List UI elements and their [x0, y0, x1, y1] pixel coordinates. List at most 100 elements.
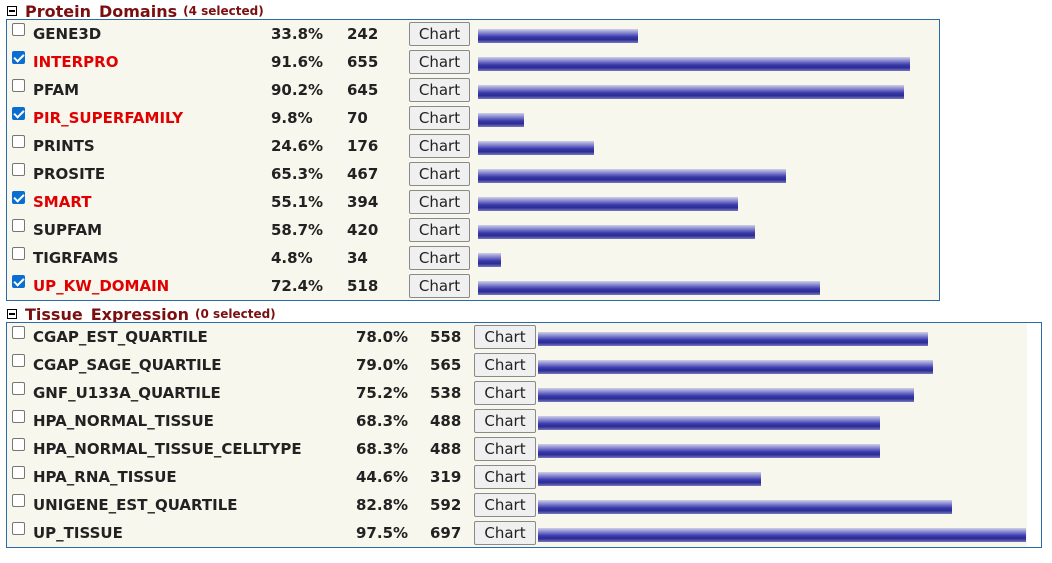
row-checkbox[interactable]	[12, 51, 25, 64]
row-checkbox[interactable]	[12, 382, 25, 395]
row-checkbox[interactable]	[12, 522, 25, 535]
category-name[interactable]: PIR_SUPERFAMILY	[33, 109, 184, 127]
chart-button[interactable]: Chart	[474, 493, 536, 517]
category-name[interactable]: PRINTS	[33, 137, 95, 155]
category-name[interactable]: SMART	[33, 193, 92, 211]
count-value: 655	[347, 53, 379, 71]
percent-value: 55.1%	[271, 193, 324, 211]
chart-button[interactable]: Chart	[474, 409, 536, 433]
chart-button[interactable]: Chart	[409, 190, 470, 214]
list-item: UNIGENE_EST_QUARTILE 82.8% 592 Chart	[7, 491, 1041, 519]
row-checkbox[interactable]	[12, 191, 25, 204]
chart-button[interactable]: Chart	[409, 78, 470, 102]
chart-button[interactable]: Chart	[474, 353, 536, 377]
list-item: GNF_U133A_QUARTILE 75.2% 538 Chart	[7, 379, 1041, 407]
chart-button[interactable]: Chart	[409, 134, 470, 158]
category-name[interactable]: CGAP_SAGE_QUARTILE	[33, 356, 222, 374]
row-checkbox[interactable]	[12, 135, 25, 148]
section-selected-count: (0 selected)	[195, 307, 276, 321]
category-name[interactable]: UP_TISSUE	[33, 524, 123, 542]
percentage-bar	[478, 253, 501, 267]
category-name[interactable]: PFAM	[33, 81, 80, 99]
percentage-bar	[478, 281, 820, 295]
list-item: PROSITE 65.3% 467 Chart	[7, 160, 939, 188]
chart-button[interactable]: Chart	[409, 274, 470, 298]
section-header-tissue-expression: Tissue_Expression (0 selected)	[7, 304, 276, 324]
category-name[interactable]: TIGRFAMS	[33, 249, 119, 267]
category-name[interactable]: GENE3D	[33, 25, 102, 43]
collapse-icon[interactable]	[7, 6, 17, 16]
row-checkbox[interactable]	[12, 23, 25, 36]
count-value: 319	[430, 468, 462, 486]
section-selected-count: (4 selected)	[183, 4, 264, 18]
category-name[interactable]: GNF_U133A_QUARTILE	[33, 384, 221, 402]
list-item: UP_TISSUE 97.5% 697 Chart	[7, 519, 1041, 547]
row-checkbox[interactable]	[12, 107, 25, 120]
percentage-bar	[538, 528, 1026, 542]
percentage-bar	[478, 197, 738, 211]
category-name[interactable]: HPA_RNA_TISSUE	[33, 468, 177, 486]
percent-value: 24.6%	[271, 137, 324, 155]
count-value: 70	[347, 109, 368, 127]
chart-button[interactable]: Chart	[474, 381, 536, 405]
count-value: 176	[347, 137, 379, 155]
chart-button[interactable]: Chart	[474, 437, 536, 461]
chart-button[interactable]: Chart	[409, 106, 470, 130]
percent-value: 65.3%	[271, 165, 324, 183]
list-item: SMART 55.1% 394 Chart	[7, 188, 939, 216]
list-item: PRINTS 24.6% 176 Chart	[7, 132, 939, 160]
count-value: 467	[347, 165, 379, 183]
count-value: 34	[347, 249, 368, 267]
category-name[interactable]: INTERPRO	[33, 53, 119, 71]
row-checkbox[interactable]	[12, 79, 25, 92]
list-item: INTERPRO 91.6% 655 Chart	[7, 48, 939, 76]
chart-button[interactable]: Chart	[474, 465, 536, 489]
category-name[interactable]: UNIGENE_EST_QUARTILE	[33, 496, 238, 514]
chart-button[interactable]: Chart	[409, 162, 470, 186]
collapse-icon[interactable]	[7, 309, 17, 319]
protein-domains-panel: GENE3D 33.8% 242 Chart INTERPRO 91.6% 655 Chart…	[6, 19, 940, 301]
row-checkbox[interactable]	[12, 466, 25, 479]
section-header-protein-domains: Protein_Domains (4 selected)	[7, 1, 264, 21]
percentage-bar	[478, 113, 524, 127]
list-item: HPA_NORMAL_TISSUE_CELLTYPE 68.3% 488 Chart	[7, 435, 1041, 463]
row-checkbox[interactable]	[12, 163, 25, 176]
percent-value: 68.3%	[356, 412, 409, 430]
row-checkbox[interactable]	[12, 219, 25, 232]
count-value: 538	[430, 384, 462, 402]
category-name[interactable]: HPA_NORMAL_TISSUE_CELLTYPE	[33, 440, 302, 458]
row-checkbox[interactable]	[12, 438, 25, 451]
percentage-bar	[538, 472, 761, 486]
percentage-bar	[478, 169, 786, 183]
category-name[interactable]: SUPFAM	[33, 221, 103, 239]
chart-button[interactable]: Chart	[409, 50, 470, 74]
count-value: 565	[430, 356, 462, 374]
row-checkbox[interactable]	[12, 247, 25, 260]
count-value: 488	[430, 412, 462, 430]
category-name[interactable]: CGAP_EST_QUARTILE	[33, 328, 208, 346]
row-checkbox[interactable]	[12, 326, 25, 339]
count-value: 488	[430, 440, 462, 458]
row-checkbox[interactable]	[12, 275, 25, 288]
percent-value: 72.4%	[271, 277, 324, 295]
count-value: 518	[347, 277, 379, 295]
chart-button[interactable]: Chart	[409, 22, 470, 46]
tissue-expression-panel: CGAP_EST_QUARTILE 78.0% 558 Chart CGAP_SAGE_…	[6, 322, 1042, 548]
list-item: GENE3D 33.8% 242 Chart	[7, 20, 939, 48]
chart-button[interactable]: Chart	[409, 218, 470, 242]
chart-button[interactable]: Chart	[474, 325, 536, 349]
list-item: CGAP_SAGE_QUARTILE 79.0% 565 Chart	[7, 351, 1041, 379]
percent-value: 68.3%	[356, 440, 409, 458]
count-value: 697	[430, 524, 462, 542]
chart-button[interactable]: Chart	[409, 246, 470, 270]
category-name[interactable]: PROSITE	[33, 165, 106, 183]
category-name[interactable]: HPA_NORMAL_TISSUE	[33, 412, 214, 430]
row-checkbox[interactable]	[12, 494, 25, 507]
percent-value: 44.6%	[356, 468, 409, 486]
row-checkbox[interactable]	[12, 410, 25, 423]
category-name[interactable]: UP_KW_DOMAIN	[33, 277, 170, 295]
count-value: 394	[347, 193, 379, 211]
percentage-bar	[478, 85, 904, 99]
chart-button[interactable]: Chart	[474, 521, 536, 545]
row-checkbox[interactable]	[12, 354, 25, 367]
